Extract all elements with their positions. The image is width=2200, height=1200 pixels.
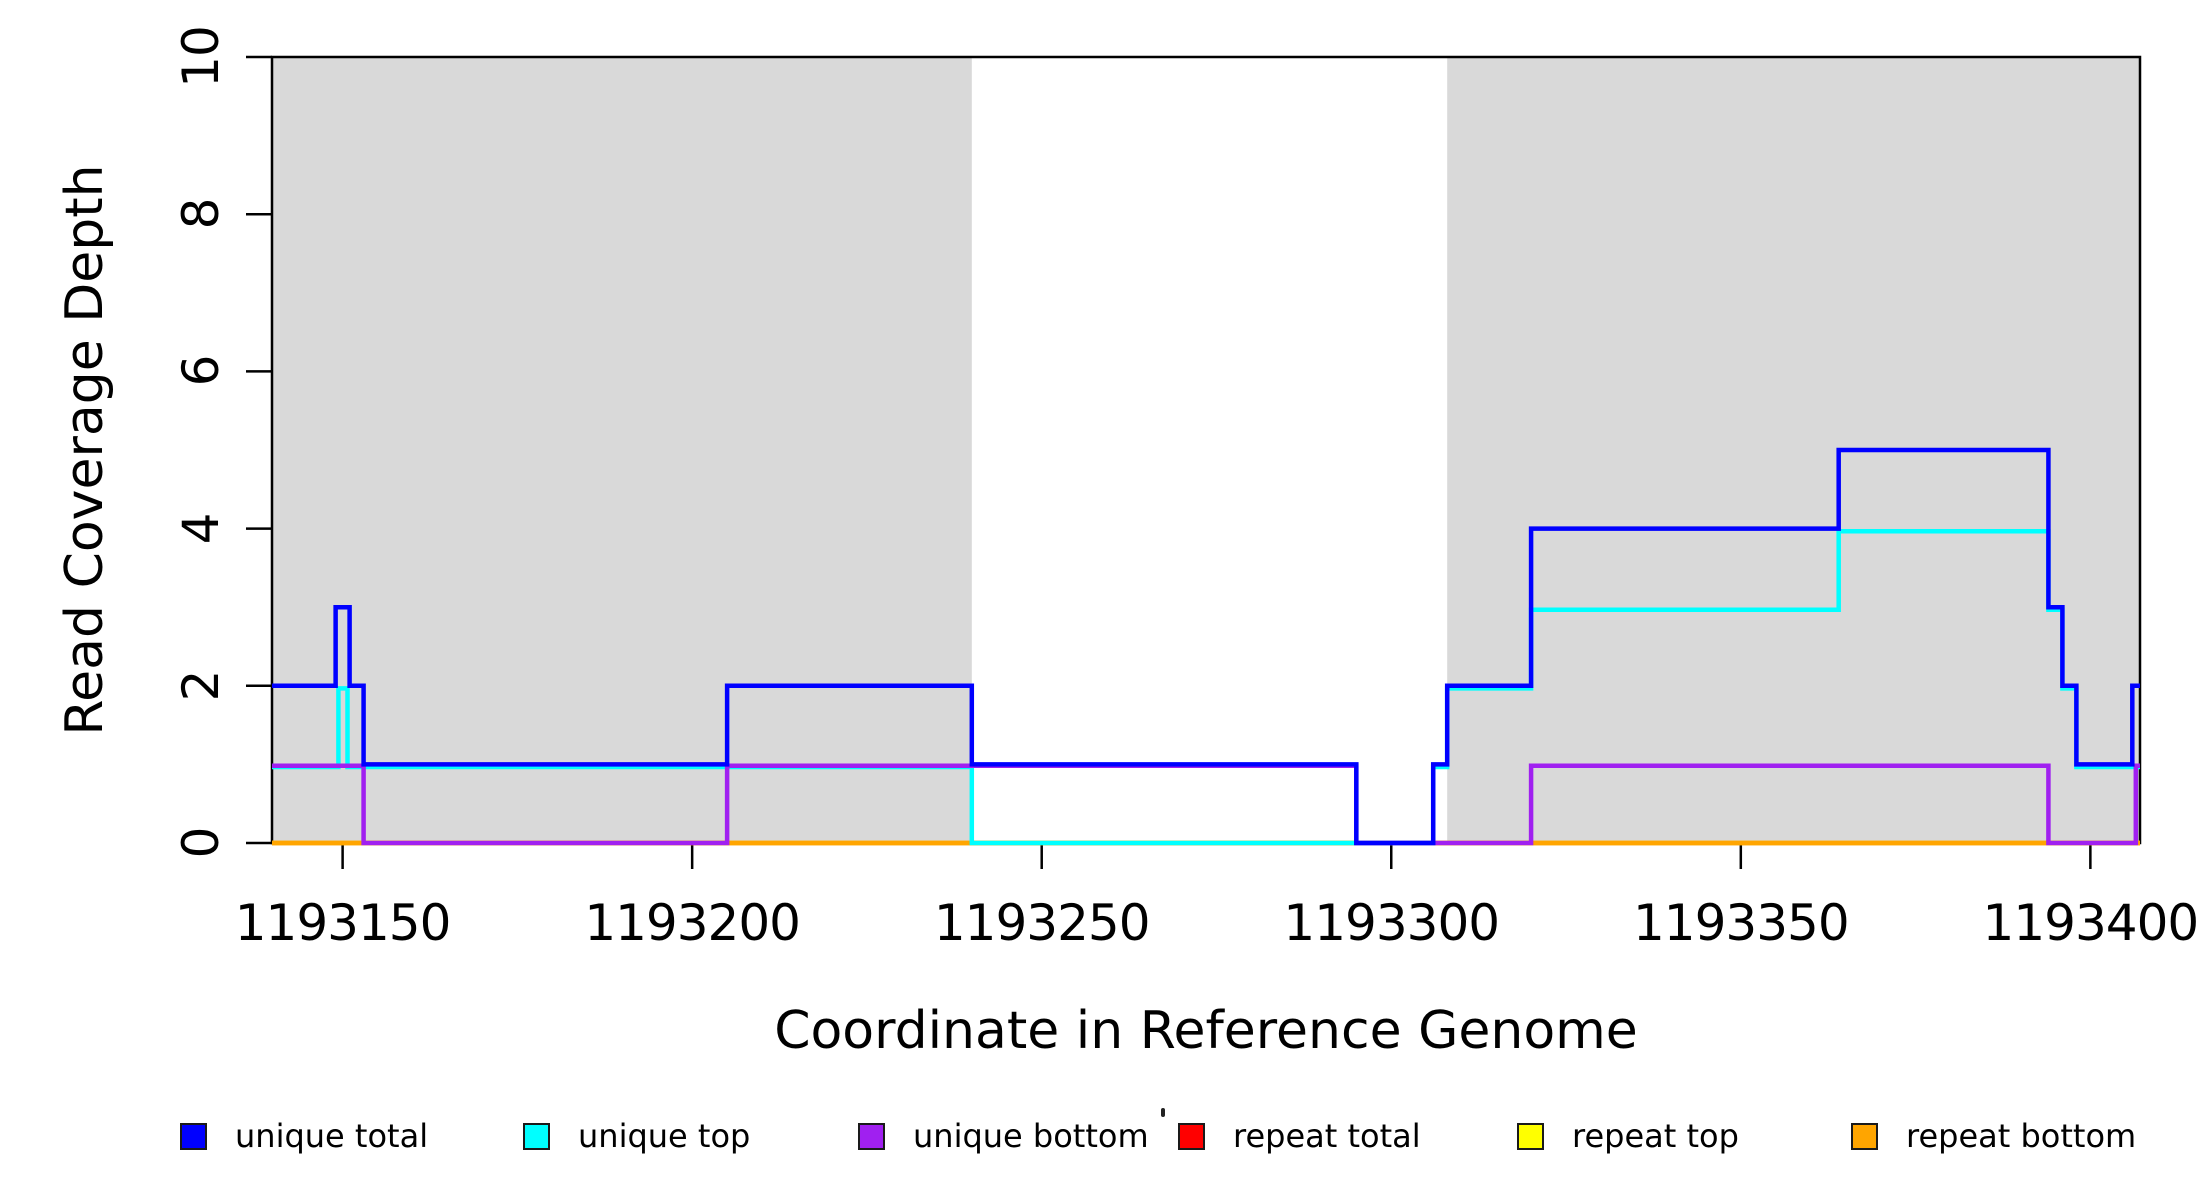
shaded-region <box>272 57 972 843</box>
stray-mark-dot <box>1161 1108 1165 1117</box>
series-line-unique-total <box>272 447 2140 846</box>
y-tick-label: 6 <box>172 355 230 387</box>
y-tick-label: 0 <box>172 827 230 859</box>
y-tick-label: 10 <box>172 26 230 88</box>
x-tick-label: 1193250 <box>933 894 1151 952</box>
y-tick-label: 4 <box>172 513 230 544</box>
x-tick-label: 1193400 <box>1982 894 2200 952</box>
x-tick-label: 1193200 <box>584 894 801 952</box>
x-tick-label: 1193350 <box>1632 894 1850 952</box>
x-axis-title: Coordinate in Reference Genome <box>774 1001 1638 1061</box>
x-tick-label: 1193300 <box>1283 894 1500 952</box>
y-axis-title: Read Coverage Depth <box>55 164 115 736</box>
y-tick-label: 2 <box>172 670 230 702</box>
series-line-unique-bottom <box>272 763 2140 846</box>
y-tick-label: 8 <box>172 198 230 230</box>
x-tick-label: 1193150 <box>234 894 452 952</box>
